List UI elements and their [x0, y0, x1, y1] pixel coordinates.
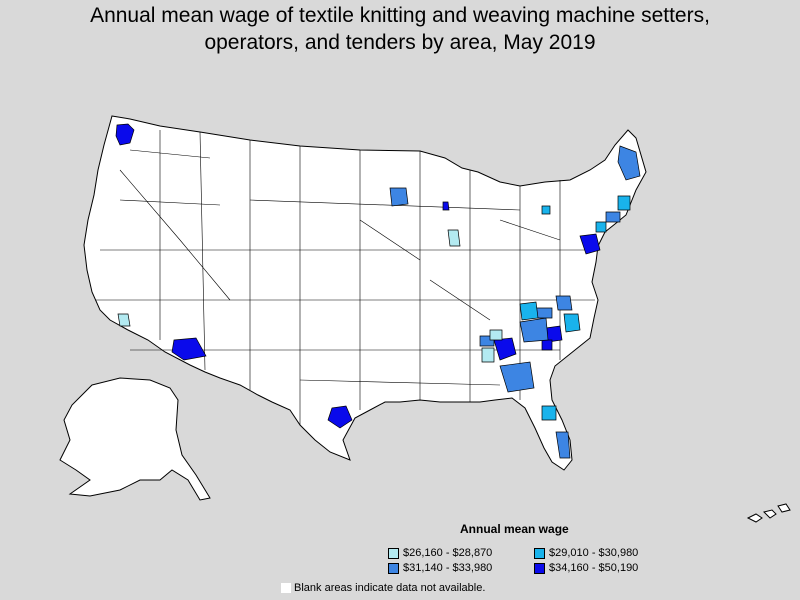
legend-item-4: $34,160 - $50,190: [534, 561, 638, 575]
area-seattle: [115, 123, 135, 146]
legend-label-4: $34,160 - $50,190: [549, 562, 639, 574]
legend-item-3: $31,140 - $33,980: [388, 561, 492, 575]
area-pennsylvania-east: [595, 221, 607, 233]
area-new-york-north: [541, 205, 551, 215]
blank-swatch: [281, 583, 291, 593]
area-maine: [617, 145, 641, 181]
area-virginia-west: [519, 301, 539, 321]
area-phoenix: [171, 337, 207, 361]
no-data-note: Blank areas indicate data not available.: [281, 582, 485, 594]
area-minnesota: [389, 187, 409, 207]
area-austin: [327, 405, 353, 429]
wage-areas: [115, 123, 641, 459]
area-north-carolina: [545, 325, 563, 343]
legend-title: Annual mean wage: [460, 522, 569, 536]
area-southern-california: [117, 313, 131, 327]
legend-swatch-1: [388, 547, 399, 559]
area-alabama: [481, 347, 495, 363]
map-title-line1: Annual mean wage of textile knitting and…: [90, 4, 710, 27]
area-north-carolina-piedmont: [519, 317, 549, 343]
legend-swatch-2: [534, 547, 545, 559]
area-florida-south: [555, 431, 571, 459]
area-south-carolina-midlands: [541, 339, 553, 351]
area-wisconsin: [442, 201, 450, 211]
legend-item-2: $29,010 - $30,980: [534, 546, 638, 560]
alaska-land: [59, 377, 211, 501]
map-title: Annual mean wage of textile knitting and…: [0, 2, 800, 56]
area-north-carolina-east: [563, 313, 581, 333]
hawaii-land: [746, 503, 791, 523]
area-virginia: [555, 295, 573, 311]
legend-label-2: $29,010 - $30,980: [549, 547, 639, 559]
area-pennsylvania: [579, 233, 601, 255]
area-georgia: [499, 361, 535, 393]
legend-label-3: $31,140 - $33,980: [403, 562, 493, 574]
legend-swatch-3: [388, 562, 399, 574]
area-illinois: [447, 229, 461, 247]
area-boundaries: [95, 130, 600, 425]
map-title-line2: operators, and tenders by area, May 2019: [204, 31, 596, 54]
legend-item-1: $26,160 - $28,870: [388, 546, 492, 560]
area-kentucky: [489, 329, 503, 341]
area-south-carolina-upstate: [493, 337, 517, 361]
legend-label-1: $26,160 - $28,870: [403, 547, 493, 559]
area-massachusetts: [605, 211, 621, 223]
legend-swatch-4: [534, 562, 545, 574]
no-data-note-text: Blank areas indicate data not available.: [294, 582, 486, 594]
area-new-hampshire: [617, 195, 631, 211]
area-florida-central: [541, 405, 557, 421]
